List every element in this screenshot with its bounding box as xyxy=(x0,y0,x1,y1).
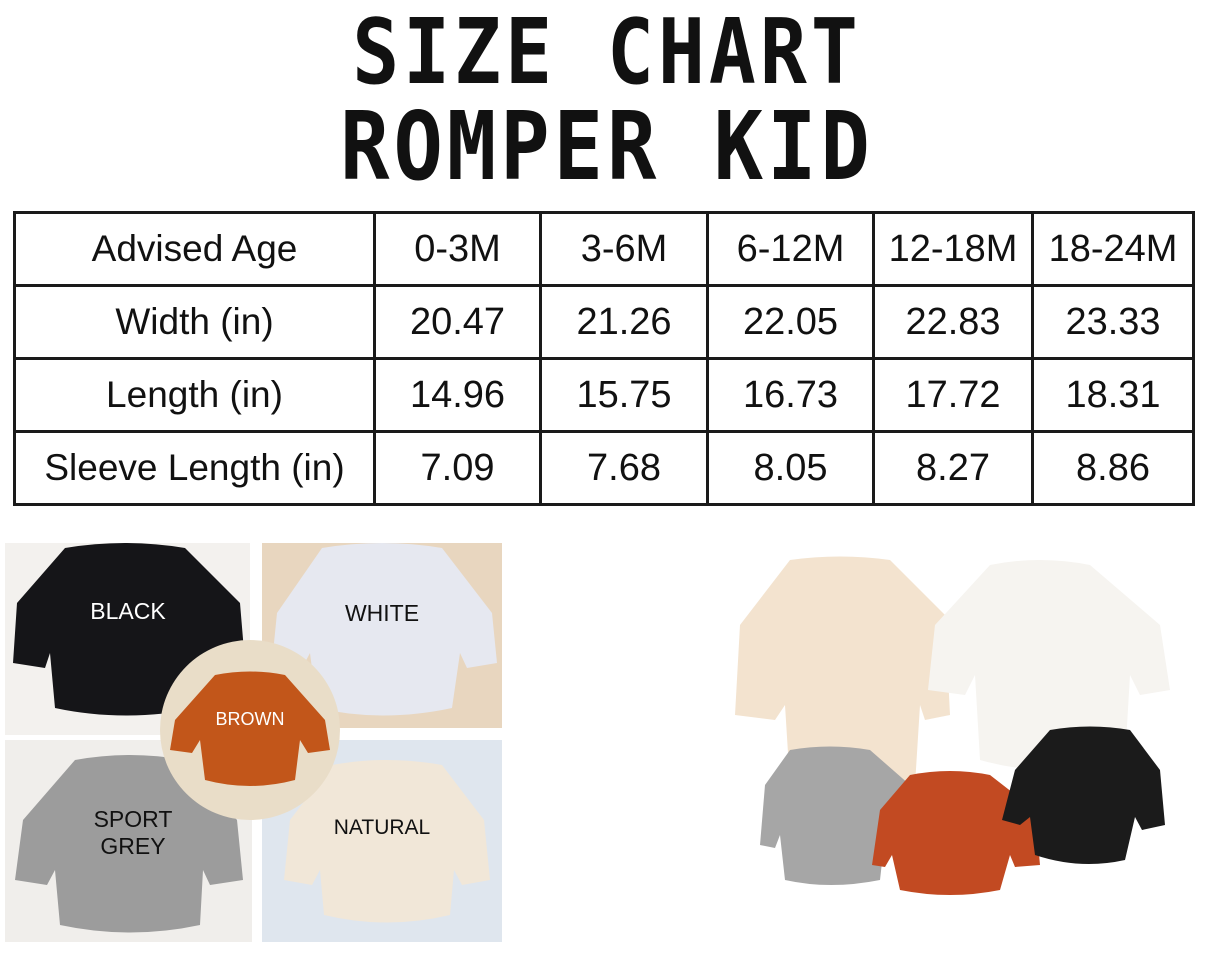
table-cell: 8.05 xyxy=(706,430,875,506)
color-label-natural: NATURAL xyxy=(333,816,431,839)
header-cell: Advised Age xyxy=(13,211,376,287)
table-cell: 14.96 xyxy=(373,357,542,433)
row-label: Width (in) xyxy=(13,284,376,360)
table-cell: 17.72 xyxy=(872,357,1034,433)
table-row: Length (in) 14.96 15.75 16.73 17.72 18.3… xyxy=(13,357,1195,433)
header-cell: 6-12M xyxy=(706,211,875,287)
table-cell: 16.73 xyxy=(706,357,875,433)
romper-natural-shape xyxy=(284,760,490,923)
table-cell: 8.27 xyxy=(872,430,1034,506)
table-cell: 7.09 xyxy=(373,430,542,506)
color-label-white: WHITE xyxy=(344,600,420,626)
table-header-row: Advised Age 0-3M 3-6M 6-12M 12-18M 18-24… xyxy=(13,211,1195,287)
romper-white-shape xyxy=(272,543,497,716)
romper-grey-shape xyxy=(15,755,243,933)
table-cell: 15.75 xyxy=(539,357,709,433)
size-table: Advised Age 0-3M 3-6M 6-12M 12-18M 18-24… xyxy=(13,211,1195,506)
color-label-sport-grey: SPORT GREY xyxy=(93,806,173,859)
row-label: Length (in) xyxy=(13,357,376,433)
table-cell: 20.47 xyxy=(373,284,542,360)
table-row: Sleeve Length (in) 7.09 7.68 8.05 8.27 8… xyxy=(13,430,1195,506)
color-label-black: BLACK xyxy=(90,598,166,624)
table-cell: 23.33 xyxy=(1031,284,1195,360)
row-label: Sleeve Length (in) xyxy=(13,430,376,506)
table-cell: 21.26 xyxy=(539,284,709,360)
table-row: Width (in) 20.47 21.26 22.05 22.83 23.33 xyxy=(13,284,1195,360)
title-line-2: ROMPER KID xyxy=(340,92,874,203)
header-cell: 12-18M xyxy=(872,211,1034,287)
header-cell: 3-6M xyxy=(539,211,709,287)
header-cell: 0-3M xyxy=(373,211,542,287)
table-cell: 18.31 xyxy=(1031,357,1195,433)
photo-sweatshirt-group xyxy=(730,555,1175,895)
table-cell: 22.83 xyxy=(872,284,1034,360)
header-cell: 18-24M xyxy=(1031,211,1195,287)
table-cell: 7.68 xyxy=(539,430,709,506)
color-label-brown: BROWN xyxy=(215,709,285,729)
romper-brown-shape xyxy=(170,671,330,786)
table-cell: 8.86 xyxy=(1031,430,1195,506)
table-cell: 22.05 xyxy=(706,284,875,360)
title-line-1: SIZE CHART xyxy=(352,1,862,105)
sweatshirt-group-shapes xyxy=(735,556,1170,895)
photo-brown-romper: BROWN xyxy=(160,640,340,820)
